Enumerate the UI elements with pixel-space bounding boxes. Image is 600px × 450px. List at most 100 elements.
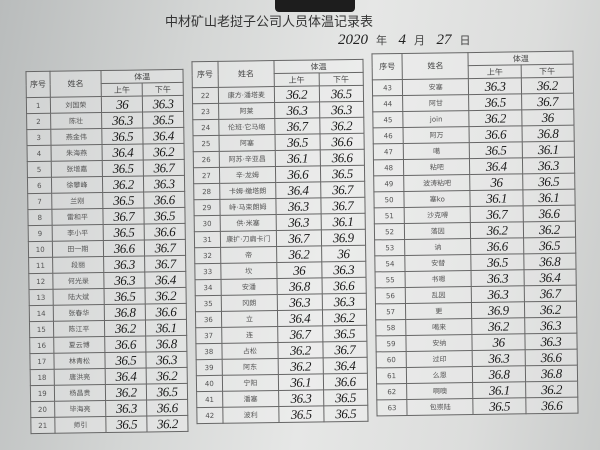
temp-pm: 36.5 xyxy=(523,237,576,254)
person-name: 冈朗 xyxy=(220,294,278,312)
person-name: 立 xyxy=(221,310,278,328)
temp-pm: 36.7 xyxy=(143,159,185,176)
temp-pm: 36.3 xyxy=(321,293,367,310)
temp-am: 36.6 xyxy=(275,165,321,183)
temp-am: 36.3 xyxy=(471,269,524,287)
temp-am: 36.7 xyxy=(470,205,524,223)
date-day: 27 xyxy=(436,32,452,48)
row-number: 56 xyxy=(375,287,406,304)
row-number: 51 xyxy=(374,207,405,224)
temp-am: 36.2 xyxy=(277,341,323,359)
person-name: 安纳 xyxy=(406,334,473,352)
row-number: 37 xyxy=(195,327,222,344)
temp-am: 36 xyxy=(472,333,525,351)
row-number: 5 xyxy=(27,161,52,178)
temp-am: 36.1 xyxy=(275,149,320,167)
row-number: 42 xyxy=(196,407,223,424)
person-name: 阿甘 xyxy=(402,94,470,112)
row-number: 36 xyxy=(195,311,222,328)
person-name: 书嗯 xyxy=(405,270,472,288)
document-title: 中材矿山老挝子公司人员体温记录表 xyxy=(165,15,374,30)
header-am: 上午 xyxy=(101,82,143,97)
date-month: 4 xyxy=(398,32,407,48)
temp-pm: 36.8 xyxy=(525,365,578,382)
person-name: 占松 xyxy=(221,342,279,360)
row-number: 11 xyxy=(28,257,53,274)
person-name: 帝 xyxy=(220,246,277,264)
temp-pm: 36.6 xyxy=(143,191,185,208)
person-name: 乱因 xyxy=(405,286,472,304)
row-number: 63 xyxy=(376,399,408,416)
person-name: 阿万 xyxy=(403,126,470,144)
person-name: 夏云博 xyxy=(53,336,106,354)
temp-pm: 36.3 xyxy=(143,175,185,192)
person-name: 么恩 xyxy=(406,366,474,384)
temp-am: 36.4 xyxy=(277,309,323,327)
row-number: 45 xyxy=(372,111,404,128)
temp-am: 36.5 xyxy=(473,397,526,415)
temp-pm: 36.1 xyxy=(320,213,366,230)
row-number: 7 xyxy=(27,193,52,210)
row-number: 33 xyxy=(194,263,221,280)
person-name: 阿东 xyxy=(221,358,279,376)
temp-pm: 36.8 xyxy=(523,253,577,270)
temp-pm: 36.2 xyxy=(521,77,574,94)
row-number: 30 xyxy=(194,215,220,232)
temp-am: 36.3 xyxy=(103,255,145,273)
month-label: 月 xyxy=(414,34,425,47)
person-name: 潘塞 xyxy=(222,390,279,408)
temp-pm: 36.2 xyxy=(146,367,188,384)
person-name: 刘国荣 xyxy=(49,96,102,114)
temp-pm: 36.7 xyxy=(322,341,368,358)
person-name: 张春华 xyxy=(52,304,105,322)
temp-pm: 36.4 xyxy=(144,271,187,288)
temp-am: 36.6 xyxy=(471,237,524,255)
temp-pm: 36.6 xyxy=(522,205,576,222)
person-name: 陆大斌 xyxy=(52,288,105,306)
temp-pm: 36.3 xyxy=(524,317,577,334)
temp-pm: 36.6 xyxy=(322,373,368,390)
temp-pm: 36.6 xyxy=(524,349,578,366)
temp-am: 36.8 xyxy=(472,365,526,383)
row-number: 22 xyxy=(192,87,219,104)
temp-pm: 36.6 xyxy=(319,149,365,166)
row-number: 50 xyxy=(373,191,405,208)
row-number: 17 xyxy=(29,353,54,370)
temp-am: 36.8 xyxy=(104,303,146,321)
person-name: 段丽 xyxy=(52,256,105,274)
row-number: 54 xyxy=(374,255,406,272)
temp-am: 36.3 xyxy=(274,101,320,119)
row-number: 28 xyxy=(193,183,220,200)
temp-pm: 36.2 xyxy=(146,415,189,432)
temp-pm: 36.4 xyxy=(142,127,184,144)
temp-pm: 36.7 xyxy=(320,197,366,214)
temp-am: 36.5 xyxy=(103,223,145,241)
row-number: 39 xyxy=(196,359,223,376)
person-name: 连 xyxy=(221,326,278,344)
row-number: 41 xyxy=(196,391,223,408)
temp-am: 36.5 xyxy=(102,159,144,177)
temp-pm: 36.6 xyxy=(145,303,187,320)
temp-am: 36.3 xyxy=(278,389,324,407)
header-pm: 下午 xyxy=(318,72,364,86)
temp-am: 36.2 xyxy=(105,383,147,401)
temperature-table-1: 序号 姓名 体温 上午 下午 1 刘国荣 36 36.3 2 陈壮 36.3 36.5 3 燕金伟 36.5 3… xyxy=(25,68,189,435)
row-number: 25 xyxy=(193,135,219,152)
header-pm: 下午 xyxy=(142,82,184,96)
person-name: 安替 xyxy=(404,254,472,272)
temp-am: 36.6 xyxy=(469,125,522,143)
person-name: 徐攀峰 xyxy=(51,176,104,194)
person-name: 燕金伟 xyxy=(50,128,103,146)
person-name: 沙克嘚 xyxy=(404,206,471,224)
person-name: 伦班·它马缩 xyxy=(218,118,276,136)
table-row: 63 包崇陆 36.5 36.6 xyxy=(376,397,579,416)
person-name: 陈壮 xyxy=(50,112,103,130)
person-name: 啊噢 xyxy=(406,382,474,400)
row-number: 6 xyxy=(27,177,52,194)
temp-pm: 36.6 xyxy=(525,397,579,414)
row-number: 52 xyxy=(374,223,405,240)
temp-am: 36.6 xyxy=(105,335,147,353)
temp-pm: 36 xyxy=(321,245,366,262)
header-am: 上午 xyxy=(468,64,522,79)
